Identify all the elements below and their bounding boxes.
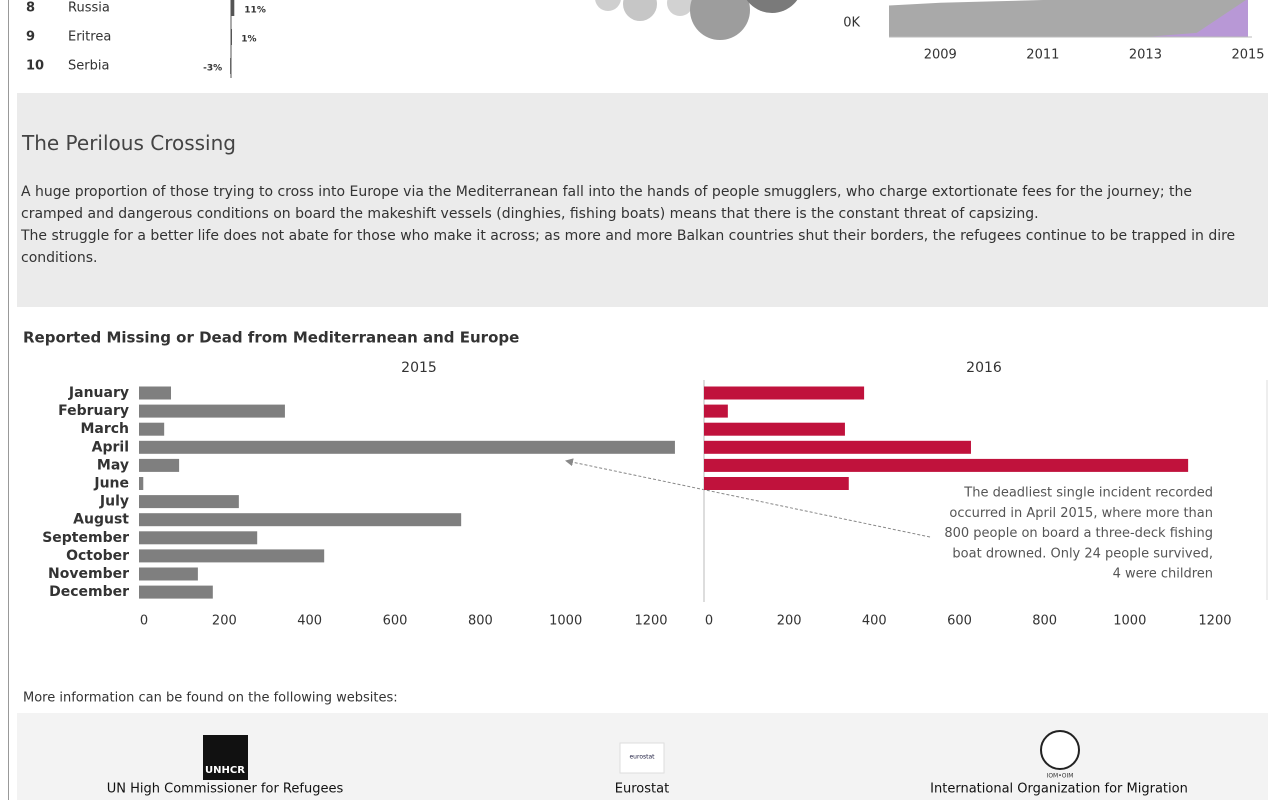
rank: 9 — [26, 30, 35, 45]
eurostat-logo — [619, 742, 665, 774]
bubble — [595, 0, 621, 11]
x-tick-label: 800 — [1032, 614, 1057, 629]
month-label: September — [42, 530, 129, 546]
bar — [139, 495, 239, 509]
bar — [139, 549, 325, 563]
value-label: -3% — [203, 64, 222, 74]
link-label[interactable]: UN High Commissioner for Refugees — [107, 782, 344, 797]
bar — [704, 386, 865, 400]
iom-logo — [1040, 730, 1080, 770]
bubble — [746, 0, 798, 13]
annotation: boat drowned. Only 24 people survived, — [952, 546, 1213, 561]
bar — [704, 458, 1189, 472]
bar — [139, 477, 144, 490]
month-label: June — [93, 476, 129, 492]
country: Eritrea — [68, 30, 111, 45]
bubble-chart — [595, 0, 798, 40]
x-tick-label: 2011 — [1026, 48, 1059, 63]
chart-title: Reported Missing or Dead from Mediterran… — [23, 329, 519, 347]
bubble — [690, 0, 750, 40]
bar — [139, 585, 213, 599]
bubble — [623, 0, 657, 21]
bar — [704, 440, 971, 454]
country: Serbia — [68, 59, 109, 74]
x-tick-label: 1000 — [1113, 614, 1146, 629]
annotation: occurred in April 2015, where more than — [949, 506, 1213, 521]
bubble — [667, 0, 693, 16]
month-label: February — [58, 403, 129, 419]
paragraph: The struggle for a better life does not … — [21, 228, 1236, 266]
month-label: July — [99, 494, 129, 510]
bar — [139, 440, 675, 454]
left-border — [8, 0, 9, 800]
annotation: 800 people on board a three-deck fishing — [944, 526, 1213, 541]
bar — [139, 513, 462, 527]
x-tick-label: 200 — [777, 614, 802, 629]
month-label: April — [92, 439, 129, 455]
bar — [139, 404, 285, 418]
value-label: 1% — [241, 35, 256, 45]
x-tick-label: 0 — [140, 614, 148, 629]
x-tick-label: 400 — [862, 614, 887, 629]
x-tick-label: 600 — [383, 614, 408, 629]
rank: 10 — [26, 59, 44, 74]
x-tick-label: 600 — [947, 614, 972, 629]
bar — [139, 422, 165, 436]
links-intro: More information can be found on the fol… — [23, 691, 398, 706]
link-label[interactable]: International Organization for Migration — [930, 782, 1188, 797]
x-tick-label: 2009 — [924, 48, 957, 63]
x-tick-label: 2015 — [1231, 48, 1264, 63]
bar — [139, 531, 258, 545]
x-tick-label: 2013 — [1129, 48, 1162, 63]
x-tick-label: 0 — [705, 614, 713, 629]
bar — [139, 567, 198, 581]
bar — [704, 404, 728, 418]
logo-text: IOM•OIM — [1047, 773, 1074, 780]
area-chart — [889, 0, 1248, 37]
panel-title: 2015 — [401, 360, 437, 376]
x-tick-label: 200 — [212, 614, 237, 629]
x-tick-label: 1200 — [634, 614, 667, 629]
bar — [139, 458, 180, 472]
month-label: January — [68, 385, 129, 401]
unhcr-logo — [203, 735, 248, 780]
x-tick-label: 800 — [468, 614, 493, 629]
x-tick-label: 1200 — [1198, 614, 1231, 629]
area — [889, 0, 1248, 37]
value-label: 11% — [244, 6, 266, 16]
crossing-panel — [17, 93, 1268, 307]
panel-title: 2016 — [966, 360, 1002, 376]
bar — [231, 0, 235, 16]
month-label: August — [73, 512, 129, 528]
x-tick-label: 1000 — [549, 614, 582, 629]
logo-text: UNHCR — [205, 765, 245, 776]
country: Russia — [68, 1, 110, 16]
area — [889, 0, 1248, 37]
month-label: October — [66, 548, 129, 564]
rank: 8 — [26, 1, 35, 16]
annotation: The deadliest single incident recorded — [963, 486, 1213, 501]
annotation: 4 were children — [1113, 567, 1213, 582]
bar — [139, 386, 172, 400]
month-label: December — [49, 584, 129, 600]
month-label: March — [80, 421, 129, 437]
bar — [704, 477, 849, 490]
bar — [230, 58, 232, 74]
link-label[interactable]: Eurostat — [615, 782, 669, 797]
y-tick-label: 0K — [843, 16, 860, 31]
bar — [704, 422, 845, 436]
x-tick-label: 400 — [297, 614, 322, 629]
section-title: The Perilous Crossing — [22, 131, 236, 155]
logo-text: eurostat — [629, 754, 655, 761]
paragraph: A huge proportion of those trying to cro… — [21, 184, 1193, 222]
month-label: May — [97, 457, 129, 473]
bar — [231, 29, 232, 45]
month-label: November — [48, 566, 129, 582]
annotation-arrow — [565, 458, 931, 538]
